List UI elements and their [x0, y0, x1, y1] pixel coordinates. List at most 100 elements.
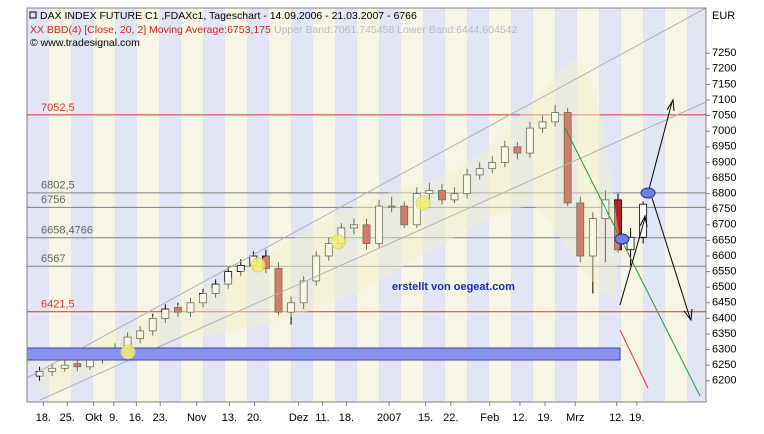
trend-line [619, 329, 649, 389]
bollinger-band [40, 60, 620, 395]
x-tick-label: 18. [339, 412, 354, 424]
y-tick-label: 6700 [712, 219, 736, 231]
x-tick-label: 18. [36, 412, 51, 424]
y-tick-label: 6800 [712, 188, 736, 200]
y-tick-label: 6200 [712, 375, 736, 387]
candle-body [186, 302, 195, 313]
channel-line [26, 7, 707, 379]
y-tick-label: 7250 [712, 47, 736, 59]
level-label: 6658,4766 [41, 225, 93, 237]
candle-body [475, 168, 484, 176]
y-tick-label: 6650 [712, 234, 736, 246]
x-tick-label: 2007 [377, 412, 401, 424]
candle-body [362, 224, 371, 244]
candle-body [274, 268, 283, 313]
candle-body [375, 205, 383, 244]
chart-title: DAX INDEX FUTURE C1 ,FDAXc1, Tageschart … [40, 10, 417, 22]
candle-body [450, 193, 459, 201]
indicator: XX BBD(4) [Close, 20, 2] Moving Average:… [30, 24, 271, 36]
support-zone [26, 347, 621, 361]
y-tick-label: 6300 [712, 343, 736, 355]
candle-body [199, 293, 207, 304]
candle-body [224, 271, 233, 285]
y-tick-label: 6550 [712, 266, 736, 278]
x-tick-label: Mrz [566, 412, 584, 424]
level-label: 6421,5 [41, 299, 75, 311]
x-tick-label: 19. [537, 412, 552, 424]
x-tick-label: Okt [85, 412, 102, 424]
arrows [619, 98, 693, 322]
candle-body [513, 146, 522, 154]
y-tick-label: 7000 [712, 125, 736, 137]
x-tick-label: 9. [109, 412, 118, 424]
candle-body [576, 202, 585, 257]
candle-body [526, 127, 534, 154]
x-tick-label: 13. [222, 412, 237, 424]
x-tick-label: 23. [153, 412, 168, 424]
candle-body [73, 363, 82, 368]
candle-body [463, 174, 471, 195]
plot-border [26, 7, 707, 403]
y-tick-label: 6600 [712, 250, 736, 262]
y-tick-label: 6900 [712, 156, 736, 168]
level-label: 7052,5 [41, 102, 75, 114]
marker [640, 187, 656, 199]
y-tick-label: 6450 [712, 297, 736, 309]
x-tick-label: 15. [418, 412, 433, 424]
x-tick-label: 25. [60, 412, 75, 424]
y-tick-label: 6250 [712, 359, 736, 371]
candle-body [500, 146, 509, 163]
x-tick-label: 20. [247, 412, 262, 424]
y-tick-label: 6500 [712, 281, 736, 293]
x-tick-label: 12. [609, 412, 624, 424]
candle-body [299, 280, 308, 304]
candle-body [324, 243, 333, 257]
candle-body [387, 205, 396, 208]
candle-body [614, 199, 622, 251]
x-tick-label: 22. [443, 412, 458, 424]
candle-body [588, 218, 597, 257]
candle-body [211, 283, 220, 294]
candle-body [551, 112, 560, 123]
candle-body [287, 302, 295, 313]
y-tick-label: 6750 [712, 203, 736, 215]
currency: EUR [712, 10, 735, 22]
y-tick-label: 6950 [712, 141, 736, 153]
x-tick-label: Nov [187, 412, 207, 424]
candle-body [161, 308, 170, 319]
candle-body [136, 330, 145, 340]
candle-body [425, 190, 434, 195]
y-tick-label: 6850 [712, 172, 736, 184]
candle-body [563, 112, 572, 204]
candle-body [312, 255, 321, 282]
x-tick-label: Dez [289, 412, 309, 424]
x-tick-label: 16. [129, 412, 144, 424]
candle-body [626, 236, 635, 251]
candle-body [48, 367, 57, 372]
x-tick-label: 12. [512, 412, 527, 424]
x-tick-label: Feb [480, 412, 499, 424]
x-tick-label: 19. [629, 412, 644, 424]
indicator-bands: Upper Band:7061,745458 Lower Band:6444,6… [274, 24, 518, 36]
y-tick-label: 7100 [712, 94, 736, 106]
candle-body [350, 224, 358, 229]
candle-body [538, 121, 547, 129]
highlight-circles [120, 195, 431, 360]
level-label: 6756 [41, 194, 65, 206]
candle-body [236, 264, 245, 273]
candle-body [438, 190, 446, 201]
candle-body [400, 205, 409, 226]
marker [614, 233, 630, 245]
y-tick-label: 7200 [712, 63, 736, 75]
icon [29, 11, 37, 19]
candle-body [60, 364, 69, 369]
y-tick-label: 7050 [712, 110, 736, 122]
y-tick-label: 6350 [712, 328, 736, 340]
candle-body [173, 307, 182, 313]
x-tick-label: 11. [315, 412, 329, 424]
annotation: erstellt von oegeat.com [392, 281, 515, 293]
y-tick-label: 7150 [712, 78, 736, 90]
level-label: 6567 [41, 253, 65, 265]
candle-body [488, 162, 497, 170]
